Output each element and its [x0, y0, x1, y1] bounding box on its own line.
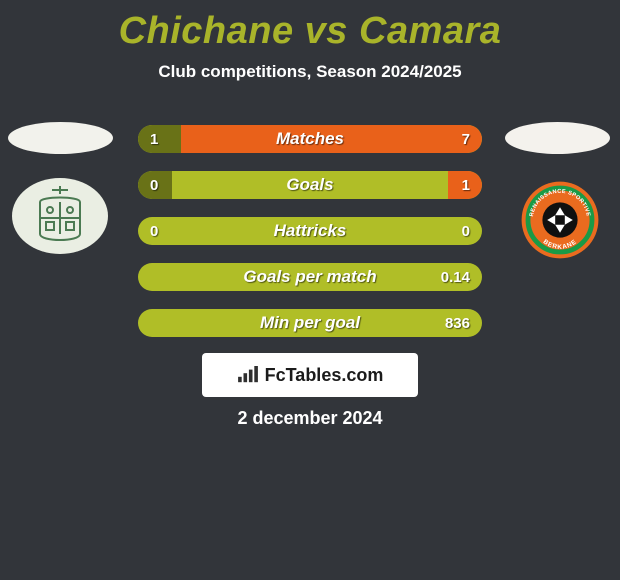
date-text: 2 december 2024 — [0, 408, 620, 429]
brand-text: FcTables.com — [265, 365, 384, 386]
stat-value-left: 1 — [150, 125, 158, 153]
stat-row: Matches1 7 — [138, 125, 482, 153]
subtitle: Club competitions, Season 2024/2025 — [0, 62, 620, 82]
club-logo-left-svg — [10, 176, 110, 256]
club-logo-right: RENAISSANCE SPORTIVE BERKANE — [510, 180, 610, 260]
stat-row: Goals0 1 — [138, 171, 482, 199]
stat-value-left: 0 — [150, 171, 158, 199]
title-vs: vs — [305, 10, 348, 52]
club-logo-right-svg: RENAISSANCE SPORTIVE BERKANE — [510, 180, 610, 260]
stat-label: Goals — [138, 171, 482, 199]
bar-chart-icon — [237, 366, 259, 384]
stat-label: Min per goal — [138, 309, 482, 337]
stat-label: Hattricks — [138, 217, 482, 245]
flag-left — [8, 122, 113, 154]
stat-row: Hattricks0 0 — [138, 217, 482, 245]
title-player-left: Chichane — [119, 10, 294, 52]
flag-right — [505, 122, 610, 154]
title-player-right: Camara — [359, 10, 501, 52]
stat-value-right: 836 — [445, 309, 470, 337]
stat-bars: Matches17Goals01Hattricks00Goals per mat… — [138, 125, 482, 355]
stat-value-right: 0 — [462, 217, 470, 245]
stat-label: Goals per match — [138, 263, 482, 291]
stat-value-right: 1 — [462, 171, 470, 199]
club-logo-left — [10, 176, 110, 256]
stat-label: Matches — [138, 125, 482, 153]
page-title: Chichane vs Camara — [0, 10, 620, 53]
stat-value-right: 7 — [462, 125, 470, 153]
brand-box: FcTables.com — [202, 353, 418, 397]
stat-value-right: 0.14 — [441, 263, 470, 291]
stat-row: Goals per match0.14 — [138, 263, 482, 291]
stat-row: Min per goal836 — [138, 309, 482, 337]
stat-value-left: 0 — [150, 217, 158, 245]
comparison-infographic: Chichane vs Camara Club competitions, Se… — [0, 0, 620, 580]
